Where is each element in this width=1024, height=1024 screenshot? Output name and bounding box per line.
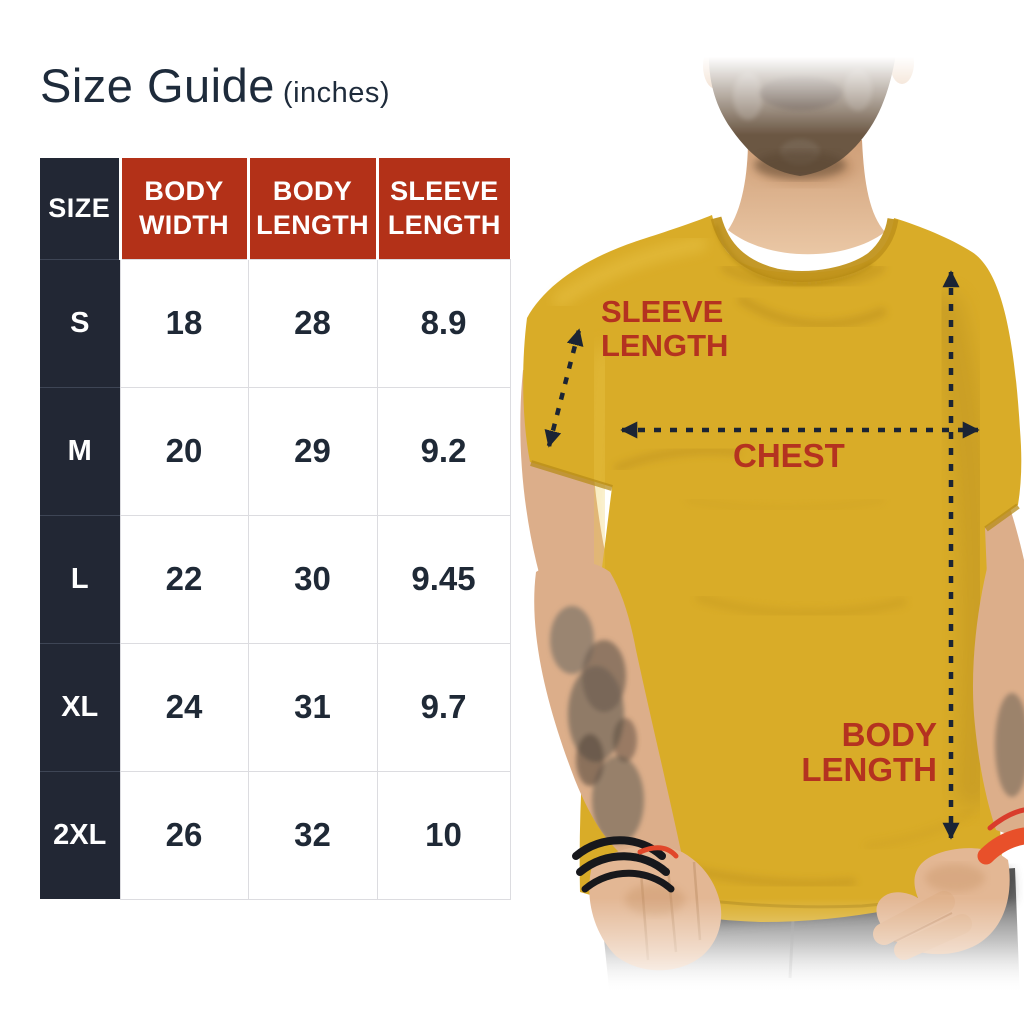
header-body-length: BODY LENGTH bbox=[246, 158, 377, 259]
left-arm-tattoos bbox=[550, 606, 644, 844]
left-sleeve-hem bbox=[530, 460, 613, 491]
value-cell: 28 bbox=[247, 258, 378, 388]
value-cell: 18 bbox=[119, 258, 249, 388]
value-cell: 9.45 bbox=[376, 514, 511, 644]
header-body-width: BODY WIDTH bbox=[118, 158, 248, 259]
value-cell: 9.7 bbox=[376, 642, 511, 772]
body-length-label-line2: LENGTH bbox=[801, 751, 937, 788]
value-cell: 30 bbox=[247, 514, 378, 644]
top-fade bbox=[650, 0, 960, 135]
size-cell: 2XL bbox=[40, 770, 120, 899]
value-cell: 26 bbox=[119, 770, 249, 900]
value-cell: 20 bbox=[119, 386, 249, 516]
value-cell: 29 bbox=[247, 386, 378, 516]
body-length-label-line1: BODY bbox=[842, 716, 937, 753]
value-cell: 31 bbox=[247, 642, 378, 772]
value-cell: 8.9 bbox=[376, 258, 511, 388]
sleeve-length-label-line2: LENGTH bbox=[601, 328, 728, 363]
table-row: 2XL 26 32 10 bbox=[40, 770, 511, 900]
right-arm-tattoo bbox=[995, 693, 1024, 797]
collar bbox=[710, 216, 899, 282]
title-text: Size Guide bbox=[40, 59, 275, 112]
table-row: L 22 30 9.45 bbox=[40, 514, 511, 644]
size-cell: XL bbox=[40, 642, 120, 771]
page-title: Size Guide (inches) bbox=[40, 58, 390, 113]
table-header-row: SIZE BODY WIDTH BODY LENGTH SLEEVE LENGT… bbox=[40, 158, 510, 260]
value-cell: 22 bbox=[119, 514, 249, 644]
value-cell: 9.2 bbox=[376, 386, 511, 516]
value-cell: 24 bbox=[119, 642, 249, 772]
sleeve-length-label-line1: SLEEVE bbox=[601, 294, 723, 329]
watch bbox=[977, 807, 1024, 865]
measurement-annotations: SLEEVE LENGTH CHEST BODY LENGTH bbox=[544, 270, 980, 840]
table-row: XL 24 31 9.7 bbox=[40, 642, 511, 772]
size-cell: M bbox=[40, 386, 120, 515]
value-cell: 32 bbox=[247, 770, 378, 900]
size-table: SIZE BODY WIDTH BODY LENGTH SLEEVE LENGT… bbox=[40, 158, 511, 900]
size-cell: S bbox=[40, 258, 120, 387]
chest-label: CHEST bbox=[733, 437, 845, 474]
right-sleeve-hem bbox=[984, 503, 1020, 532]
table-row: S 18 28 8.9 bbox=[40, 258, 511, 388]
sleeve-length-arrow bbox=[544, 328, 584, 448]
value-cell: 10 bbox=[376, 770, 511, 900]
size-cell: L bbox=[40, 514, 120, 643]
header-sleeve-length: SLEEVE LENGTH bbox=[375, 158, 510, 259]
model-figure bbox=[520, 6, 1024, 998]
table-row: M 20 29 9.2 bbox=[40, 386, 511, 516]
bottom-fade bbox=[500, 898, 1024, 1024]
header-size: SIZE bbox=[40, 158, 120, 260]
title-unit: (inches) bbox=[282, 77, 391, 109]
bracelets bbox=[572, 836, 679, 893]
